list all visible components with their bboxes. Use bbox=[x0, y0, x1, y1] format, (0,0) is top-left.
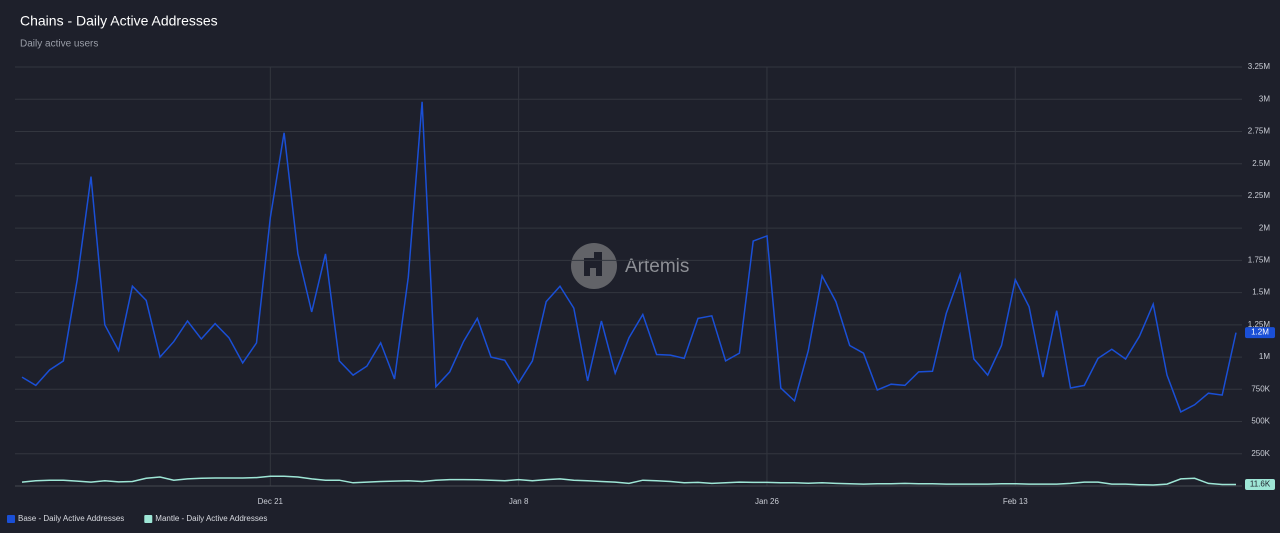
y-tick-label: 250K bbox=[1251, 449, 1270, 458]
y-tick-label: 2M bbox=[1259, 223, 1270, 232]
y-tick-label: 2.75M bbox=[1248, 127, 1271, 136]
end-label-box bbox=[1245, 479, 1275, 491]
end-label: 1.2M bbox=[1251, 328, 1269, 337]
y-tick-label: 1.5M bbox=[1252, 288, 1270, 297]
x-tick-label: Feb 13 bbox=[1003, 497, 1028, 506]
watermark-logo bbox=[571, 243, 617, 289]
chart-subtitle: Daily active users bbox=[20, 39, 98, 50]
legend-label: Mantle - Daily Active Addresses bbox=[155, 514, 267, 523]
y-tick-label: 2.25M bbox=[1248, 191, 1271, 200]
series-line bbox=[21, 475, 1236, 486]
y-tick-label: 750K bbox=[1251, 384, 1270, 393]
y-tick-label: 3M bbox=[1259, 94, 1270, 103]
y-tick-label: 1.25M bbox=[1248, 320, 1271, 329]
x-tick-label: Dec 21 bbox=[258, 497, 284, 506]
series-line bbox=[21, 101, 1237, 413]
y-tick-label: 500K bbox=[1251, 417, 1270, 426]
legend-swatch bbox=[7, 515, 15, 523]
watermark: Artemis bbox=[625, 256, 689, 277]
chart-title: Chains - Daily Active Addresses bbox=[20, 13, 218, 29]
legend-label: Base - Daily Active Addresses bbox=[18, 514, 124, 523]
x-tick-label: Jan 26 bbox=[755, 497, 780, 506]
y-tick-label: 1.75M bbox=[1248, 255, 1271, 264]
y-tick-label: 1M bbox=[1259, 352, 1270, 361]
end-label-box bbox=[1245, 327, 1275, 339]
legend-swatch bbox=[144, 515, 153, 523]
x-tick-label: Jan 8 bbox=[509, 497, 529, 506]
y-tick-label: 2.5M bbox=[1252, 159, 1270, 168]
end-label: 11.6K bbox=[1250, 480, 1271, 489]
y-tick-label: 3.25M bbox=[1248, 62, 1271, 71]
